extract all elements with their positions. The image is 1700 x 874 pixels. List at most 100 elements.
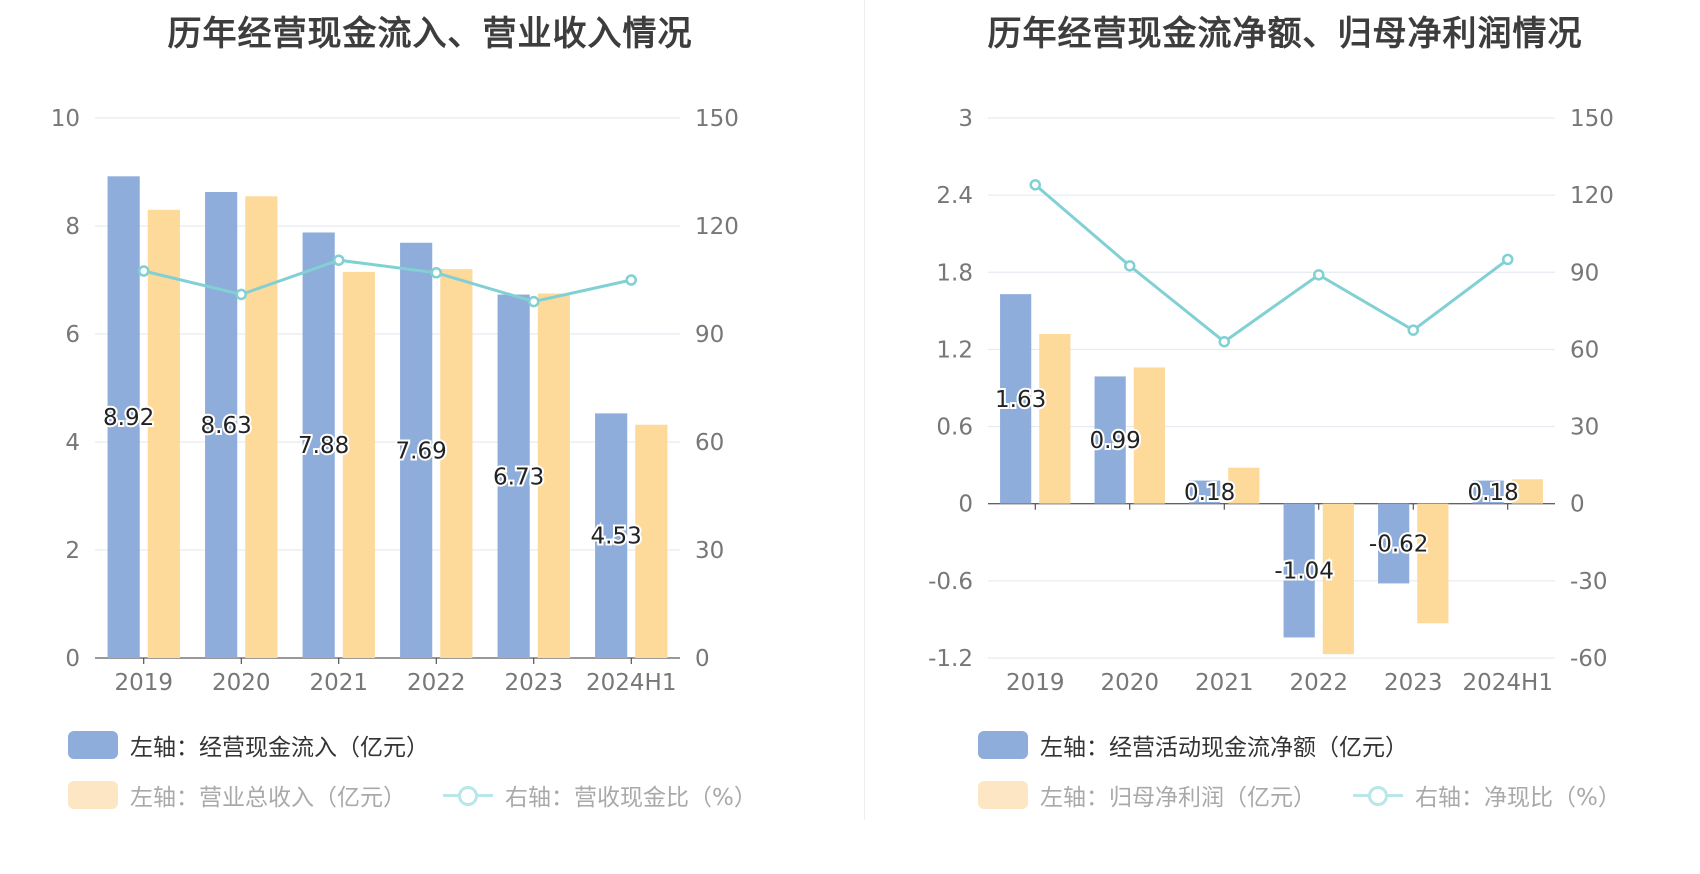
right-chart-bar-series1 — [1472, 480, 1504, 504]
left-chart-bar-series1 — [107, 176, 140, 658]
left-chart-y-right-tick: 150 — [695, 106, 739, 132]
left-chart-y-left-tick: 2 — [65, 538, 80, 564]
left-chart-bar-series2 — [342, 271, 375, 658]
left-legend-bar1-label: 左轴：经营现金流入（亿元） — [130, 735, 429, 761]
right-chart-y-left-tick: 0.6 — [936, 415, 973, 441]
right-chart-bar-series2 — [1133, 367, 1165, 504]
right-chart-title: 历年经营现金流净额、归母净利润情况 — [987, 14, 1583, 54]
left-chart-x-tick-label: 2023 — [504, 670, 563, 696]
right-chart-data-label: -1.04 — [1274, 559, 1334, 585]
right-chart-bar-series2 — [1511, 479, 1543, 504]
right-chart-bar-series2 — [1322, 503, 1354, 655]
left-legend-line-label: 右轴：营收现金比（%） — [505, 785, 757, 811]
right-chart-y-right-tick: -30 — [1570, 569, 1608, 595]
right-chart-x-tick-label: 2022 — [1289, 670, 1348, 696]
right-chart-line-series — [1034, 183, 1509, 344]
right-legend-bar2[interactable]: 左轴：归母净利润（亿元） — [978, 778, 1316, 812]
right-legend-line[interactable]: 右轴：净现比（%） — [1353, 778, 1621, 812]
right-chart-y-left-tick: 1.2 — [936, 337, 973, 363]
legend-swatch-orange — [68, 781, 118, 809]
right-chart-svg: -1.2 -0.6 0 0.6 1.2 1.8 2.4 3 -60 -30 0 30 60 90 120 15… — [928, 106, 1614, 696]
left-chart-y-left-tick: 10 — [51, 106, 80, 132]
right-chart-line-point — [1407, 324, 1419, 336]
left-chart-y-right-tick: 60 — [695, 430, 724, 456]
right-chart-x-tick-label: 2023 — [1384, 670, 1443, 696]
right-chart-panel: 历年经营现金流净额、归母净利润情况 -1.2 -0.6 0 0.6 1.2 1.8 2.4 3… — [870, 0, 1700, 820]
left-chart-data-label: 8.92 — [103, 405, 154, 431]
left-chart-data-label: 7.88 — [298, 433, 349, 459]
right-chart-y-right-tick: 90 — [1570, 260, 1599, 286]
right-chart-data-label: 1.63 — [995, 387, 1046, 413]
left-chart-line-point — [625, 274, 637, 286]
right-chart-line-point — [1218, 335, 1230, 348]
left-chart-y-right-tick: 90 — [695, 322, 724, 348]
right-chart-x-tick-label: 2020 — [1100, 670, 1159, 696]
left-chart-y-right-tick: 30 — [695, 538, 724, 564]
left-chart-bar-series2 — [147, 209, 180, 659]
right-chart-y-left-tick: -0.6 — [928, 569, 973, 595]
right-chart-data-label: 0.99 — [1090, 428, 1141, 454]
right-chart-line-point — [1502, 253, 1514, 266]
left-chart-bar-series2 — [537, 293, 570, 658]
left-chart-bar-series1 — [595, 413, 628, 658]
right-chart-bar-series2 — [1417, 503, 1449, 624]
right-chart-x-tick-label: 2024H1 — [1463, 670, 1553, 696]
left-legend-bar1[interactable]: 左轴：经营现金流入（亿元） — [68, 728, 429, 762]
left-chart-y-right-tick: 120 — [695, 214, 739, 240]
legend-line-marker-icon — [1353, 781, 1403, 809]
right-chart-y-left-tick: 0 — [958, 492, 973, 518]
right-chart-bar-series1 — [1000, 294, 1032, 504]
left-chart-x-tick-label: 2022 — [407, 670, 466, 696]
left-chart-bar-series2 — [245, 196, 278, 659]
left-chart-x-tick-label: 2019 — [114, 670, 173, 696]
left-chart-y-right-tick: 0 — [695, 646, 710, 672]
left-chart-bar-series2 — [440, 269, 473, 658]
panel-divider — [864, 0, 865, 820]
right-chart-data-label: 0.18 — [1184, 480, 1235, 506]
left-chart-y-left-tick: 4 — [65, 430, 80, 456]
left-chart-panel: 历年经营现金流入、营业收入情况 0 2 4 6 8 10 0 30 60 90 120 150 2019… — [0, 0, 860, 820]
right-chart-bar-series1 — [1094, 376, 1126, 504]
right-chart-x-tick-label: 2019 — [1006, 670, 1065, 696]
left-chart-line-point — [528, 295, 540, 308]
right-chart-y-left-tick: 1.8 — [936, 260, 973, 286]
left-chart-data-label: 6.73 — [493, 464, 544, 490]
right-chart-data-label: -0.62 — [1369, 532, 1429, 558]
left-chart-y-left-tick: 6 — [65, 322, 80, 348]
right-chart-y-left-tick: 2.4 — [936, 183, 973, 209]
right-chart-bar-series1 — [1378, 503, 1410, 584]
left-chart-data-label: 8.63 — [201, 413, 252, 439]
left-chart-bar-series1 — [497, 294, 530, 658]
left-chart-data-label: 4.53 — [591, 524, 642, 550]
right-chart-y-right-tick: 150 — [1570, 106, 1614, 132]
right-legend-bar2-label: 左轴：归母净利润（亿元） — [1040, 785, 1316, 811]
right-chart-y-right-tick: 60 — [1570, 337, 1599, 363]
left-chart-line-series — [143, 258, 632, 304]
left-legend-bar2-label: 左轴：营业总收入（亿元） — [130, 785, 406, 811]
legend-line-marker-icon — [443, 781, 493, 809]
left-chart-svg: 0 2 4 6 8 10 0 30 60 90 120 150 2019 2020 2021 2022 2023… — [51, 106, 739, 696]
left-chart-bar-series1 — [400, 242, 433, 659]
legend-swatch-blue — [68, 731, 118, 759]
left-chart-bar-series2 — [635, 424, 668, 658]
right-chart-bar-series2 — [1228, 467, 1260, 504]
legend-swatch-orange — [978, 781, 1028, 809]
left-chart-y-left-tick: 8 — [65, 214, 80, 240]
right-chart-y-right-tick: 0 — [1570, 492, 1585, 518]
right-legend-line-label: 右轴：净现比（%） — [1415, 785, 1621, 811]
right-legend-bar1[interactable]: 左轴：经营活动现金流净额（亿元） — [978, 728, 1408, 762]
right-chart-line-point — [1029, 179, 1041, 191]
left-chart-title: 历年经营现金流入、营业收入情况 — [167, 14, 693, 54]
left-chart-x-tick-label: 2021 — [309, 670, 368, 696]
left-chart-line-point — [333, 254, 345, 266]
left-legend-line[interactable]: 右轴：营收现金比（%） — [443, 778, 757, 812]
right-chart-bar-series1 — [1283, 503, 1315, 638]
right-chart-y-right-tick: 30 — [1570, 415, 1599, 441]
left-chart-y-left-tick: 0 — [65, 646, 80, 672]
left-legend-bar2[interactable]: 左轴：营业总收入（亿元） — [68, 778, 406, 812]
left-chart-data-label: 7.69 — [396, 438, 447, 464]
right-chart-y-left-tick: -1.2 — [928, 646, 973, 672]
left-chart-bar-series1 — [302, 232, 335, 659]
left-chart-x-tick-label: 2020 — [212, 670, 271, 696]
right-chart-data-label: 0.18 — [1468, 480, 1519, 506]
